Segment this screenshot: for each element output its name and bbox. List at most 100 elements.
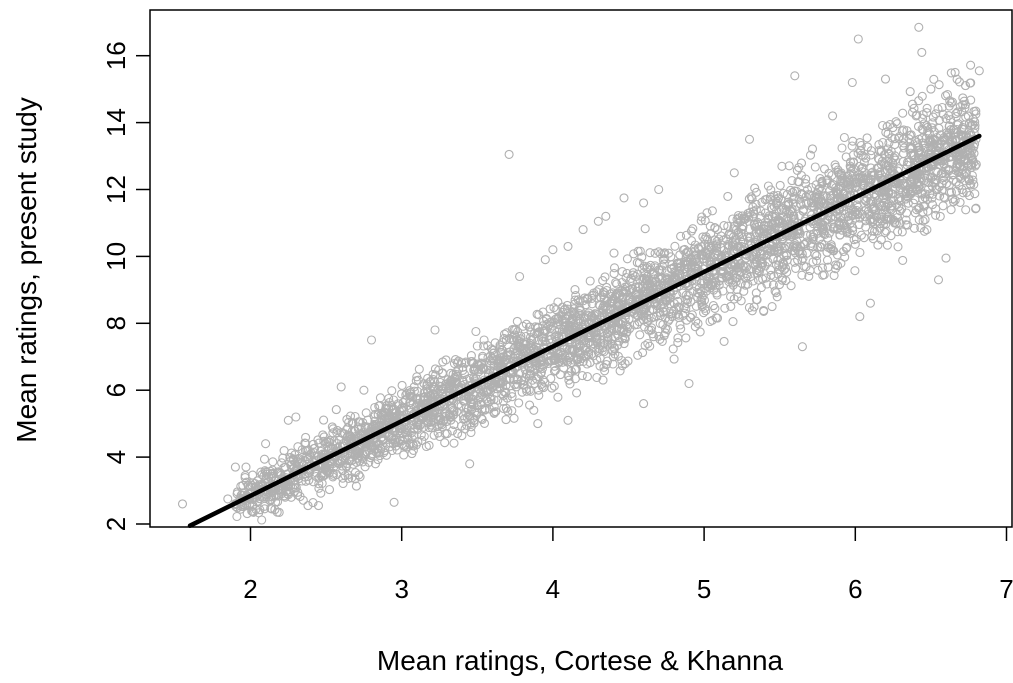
x-tick-label: 4 [546, 574, 560, 604]
data-point [687, 257, 698, 267]
data-point [865, 196, 876, 206]
data-point [941, 114, 951, 124]
data-point [419, 431, 429, 441]
data-point [415, 420, 425, 430]
data-point [395, 435, 405, 446]
data-point [901, 215, 911, 225]
data-point [596, 328, 606, 338]
data-point [946, 68, 956, 78]
data-point [882, 122, 892, 132]
data-point [356, 429, 366, 439]
data-point [922, 173, 932, 183]
data-point [593, 347, 603, 357]
data-point [881, 226, 891, 236]
data-point [538, 375, 548, 385]
data-point [833, 187, 843, 197]
data-point [774, 216, 784, 226]
data-point [563, 241, 573, 251]
data-point [893, 242, 903, 252]
data-point [642, 313, 652, 324]
data-point [635, 330, 645, 340]
data-point [681, 290, 691, 300]
data-point [891, 117, 901, 127]
data-point [661, 313, 671, 323]
data-point [453, 429, 463, 439]
data-point [854, 161, 864, 171]
data-point [855, 172, 865, 182]
data-point [757, 197, 767, 207]
data-point [786, 281, 796, 291]
data-point [360, 462, 370, 472]
data-point [343, 423, 353, 433]
data-point [940, 134, 950, 144]
data-point [705, 221, 715, 231]
data-point [724, 276, 734, 287]
data-point [933, 275, 944, 285]
data-point [607, 324, 617, 334]
data-point [951, 177, 961, 187]
data-point [778, 259, 788, 269]
data-point [728, 317, 738, 327]
data-point [650, 248, 660, 258]
data-point [802, 248, 812, 258]
data-point [608, 359, 618, 369]
data-point [535, 355, 546, 365]
data-point [840, 252, 850, 262]
data-point [856, 140, 866, 151]
data-point [817, 239, 827, 249]
data-point [818, 220, 828, 230]
data-point [840, 209, 850, 219]
data-point [827, 219, 837, 229]
data-point [950, 67, 960, 77]
data-point [521, 372, 531, 383]
data-point [266, 473, 276, 483]
data-point [791, 263, 801, 273]
data-point [847, 77, 857, 88]
data-point [314, 479, 324, 489]
data-point [886, 201, 896, 211]
x-tick-label: 2 [243, 574, 257, 604]
data-point [360, 422, 370, 432]
y-tick-label: 6 [101, 383, 131, 397]
data-point [736, 216, 746, 226]
data-point [788, 187, 798, 197]
data-point [767, 302, 777, 312]
data-point [951, 186, 962, 196]
data-point [841, 152, 851, 162]
data-point [564, 371, 574, 381]
x-axis: 2 3 4 5 6 7 [243, 527, 1013, 604]
data-point [424, 440, 434, 450]
data-point [612, 279, 622, 289]
data-point [611, 277, 621, 288]
data-point [609, 248, 619, 258]
data-point [294, 474, 304, 484]
data-point [736, 258, 746, 268]
data-point [612, 323, 622, 334]
data-point [920, 215, 930, 225]
x-tick-label: 3 [394, 574, 408, 604]
data-point [567, 313, 577, 323]
data-point [961, 112, 971, 122]
data-point [767, 219, 777, 229]
data-point [638, 348, 648, 358]
data-point [344, 417, 354, 427]
data-point [560, 352, 570, 362]
data-point [837, 143, 847, 153]
data-point [582, 372, 592, 382]
data-point [540, 255, 550, 265]
data-point [584, 331, 594, 341]
data-point [772, 292, 782, 302]
data-point [446, 368, 456, 378]
data-point [564, 353, 574, 363]
data-point [655, 310, 665, 321]
data-point [960, 103, 970, 113]
data-point [756, 282, 766, 293]
data-point [501, 381, 511, 391]
data-point [899, 125, 909, 135]
data-point [501, 388, 511, 398]
fit-line [187, 133, 982, 528]
data-point [933, 167, 943, 178]
data-point [946, 205, 956, 215]
data-point [813, 200, 824, 210]
data-point [829, 270, 839, 281]
